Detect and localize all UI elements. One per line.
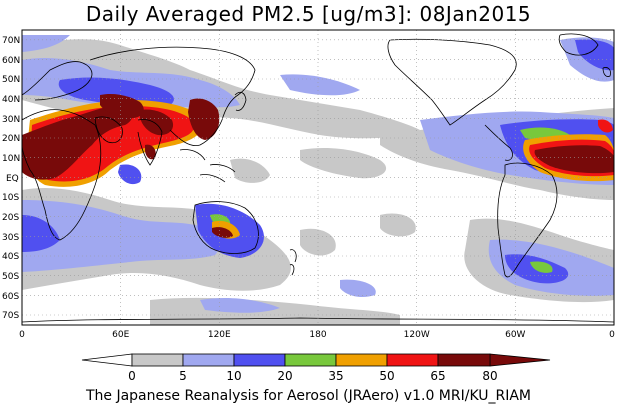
lat-label: 20S <box>2 213 19 223</box>
colorbar-segment <box>131 353 184 367</box>
colorbar: 0 5 10 20 35 50 65 80 <box>81 353 551 383</box>
colorbar-tick: 10 <box>226 369 241 383</box>
map-frame <box>21 29 615 326</box>
lat-label: 70N <box>2 36 20 46</box>
colorbar-tick: 65 <box>430 369 445 383</box>
lon-label: 0 <box>19 330 25 340</box>
colorbar-tick: 20 <box>277 369 292 383</box>
map-footer-credit: The Japanese Reanalysis for Aerosol (JRA… <box>85 388 532 404</box>
coastlines <box>22 33 614 323</box>
lon-label: 120E <box>208 330 231 340</box>
colorbar-tick: 80 <box>482 369 497 383</box>
colorbar-tick: 50 <box>379 369 394 383</box>
colorbar-segment <box>284 353 337 367</box>
lon-label: 120W <box>404 330 430 340</box>
colorbar-tick: 0 <box>128 369 136 383</box>
lat-label: 50N <box>2 75 20 85</box>
lon-label: 60W <box>505 330 525 340</box>
lat-label: 60S <box>2 292 19 302</box>
lat-label: 20N <box>2 134 20 144</box>
colorbar-segment <box>335 353 388 367</box>
lat-label: 30S <box>2 233 19 243</box>
lat-label: 70S <box>2 311 19 321</box>
colorbar-tick: 35 <box>328 369 343 383</box>
graticule <box>22 30 614 325</box>
colorbar-segment <box>233 353 286 367</box>
lat-label: 60N <box>2 56 20 66</box>
lat-label: 10S <box>2 193 19 203</box>
colorbar-tick: 5 <box>179 369 187 383</box>
latitude-labels: 70N 60N 50N 40N 30N 20N 10N EQ 10S 20S 3… <box>2 36 20 321</box>
lat-label: 40N <box>2 95 20 105</box>
colorbar-segment <box>386 353 439 367</box>
lon-label: 0 <box>609 330 615 340</box>
lat-label: 10N <box>2 154 20 164</box>
pm25-band-over-80 <box>22 93 614 238</box>
map-title: Daily Averaged PM2.5 [ug/m3]: 08Jan2015 <box>85 2 532 26</box>
colorbar-segment <box>81 353 133 367</box>
lat-label: EQ <box>6 174 19 184</box>
colorbar-segment <box>182 353 235 367</box>
longitude-labels: 0 60E 120E 180 120W 60W 0 <box>19 330 615 340</box>
lat-label: 40S <box>2 252 19 262</box>
colorbar-segment <box>489 353 551 367</box>
lat-label: 50S <box>2 272 19 282</box>
lat-label: 30N <box>2 115 20 125</box>
colorbar-segment <box>437 353 491 367</box>
lon-label: 180 <box>309 330 326 340</box>
lon-label: 60E <box>112 330 129 340</box>
